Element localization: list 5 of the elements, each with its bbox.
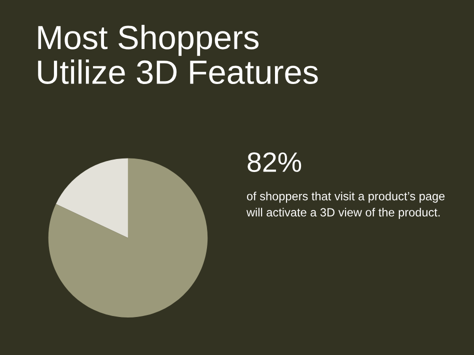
chart-title: Most Shoppers Utilize 3D Features [38, 24, 318, 84]
text: 82% [248, 152, 302, 172]
text: of shoppers that visit a product’s page will activate a 3D view of the product. [246, 192, 445, 219]
pie-slice [48, 158, 208, 318]
pie-slice [56, 158, 128, 238]
